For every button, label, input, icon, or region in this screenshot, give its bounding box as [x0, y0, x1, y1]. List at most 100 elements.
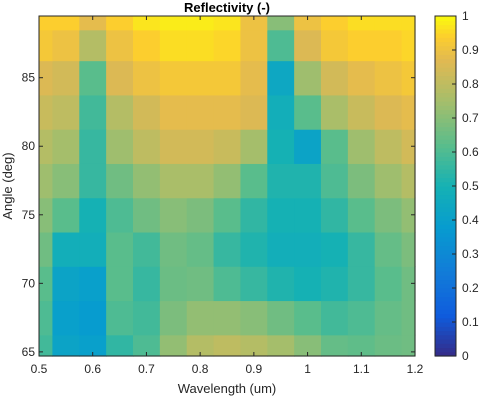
heatmap-cell [106, 163, 134, 199]
heatmap-cell [401, 334, 416, 357]
colorbar-tick-label: 0 [462, 349, 469, 363]
heatmap-cell [267, 29, 295, 62]
heatmap-cell [347, 29, 376, 62]
colorbar [435, 16, 456, 357]
heatmap-cell [321, 300, 349, 336]
heatmap-cell [267, 300, 295, 336]
colorbar-segment [435, 113, 456, 119]
heatmap-cell [347, 197, 376, 233]
colorbar-segment [435, 147, 456, 153]
x-tick-label: 0.5 [31, 362, 48, 376]
heatmap-cell [294, 231, 322, 267]
colorbar-tick-label: 0.5 [462, 179, 479, 193]
heatmap-cell [186, 16, 215, 31]
heatmap-cell [321, 197, 349, 233]
colorbar-tick-label: 0.2 [462, 281, 479, 295]
heatmap-cell [186, 300, 215, 336]
heatmap-cell [267, 334, 295, 357]
colorbar-segment [435, 75, 456, 81]
colorbar-segment [435, 309, 456, 315]
heatmap-cell [374, 94, 403, 130]
colorbar-segment [435, 96, 456, 102]
heatmap-cell [294, 266, 322, 302]
colorbar-segment [435, 84, 456, 89]
heatmap-cell [106, 129, 134, 164]
heatmap-cell [347, 60, 376, 96]
heatmap-plot [39, 16, 416, 357]
heatmap-cell [294, 16, 322, 31]
colorbar-segment [435, 190, 456, 196]
colorbar-segment [435, 33, 456, 38]
colorbar-segment [435, 330, 456, 336]
heatmap-cell [294, 60, 322, 96]
heatmap-cell [39, 300, 54, 336]
colorbar-segment [435, 207, 456, 213]
colorbar-tick-label: 0.1 [462, 315, 479, 329]
heatmap-cell [267, 231, 295, 267]
heatmap-cell [321, 231, 349, 267]
heatmap-cell [106, 197, 134, 233]
x-tick-label: 1.2 [407, 362, 424, 376]
colorbar-tick-label: 0.8 [462, 77, 479, 91]
heatmap-cell [321, 94, 349, 130]
heatmap-cell [347, 334, 376, 357]
heatmap-cell [106, 300, 134, 336]
colorbar-segment [435, 79, 456, 85]
colorbar-segment [435, 130, 456, 136]
heatmap-cell [240, 129, 268, 164]
colorbar-segment [435, 126, 456, 132]
heatmap-cell [294, 334, 322, 357]
heatmap-cell [294, 29, 322, 62]
heatmap-cell [240, 94, 268, 130]
heatmap-cell [213, 197, 242, 233]
heatmap-cell [401, 16, 416, 31]
heatmap-cell [133, 266, 161, 302]
heatmap-cell [39, 266, 54, 302]
heatmap-cell [106, 266, 134, 302]
heatmap-cell [52, 266, 80, 302]
colorbar-segment [435, 105, 456, 111]
colorbar-ticks: 0 0.1 0.2 0.3 0.4 0.5 0.6 0.7 0.8 0.9 1 [452, 9, 479, 363]
y-tick-label: 70 [22, 276, 36, 290]
heatmap-cell [267, 16, 295, 31]
colorbar-segment [435, 292, 456, 298]
heatmap-cell [401, 29, 416, 62]
heatmap-cell [133, 60, 161, 96]
heatmap-cell [133, 197, 161, 233]
heatmap-cell [347, 129, 376, 164]
heatmap-cell [186, 231, 215, 267]
colorbar-segment [435, 262, 456, 268]
heatmap-cell [159, 60, 188, 96]
colorbar-segment [435, 118, 456, 123]
heatmap-cell [159, 16, 188, 31]
heatmap-cell [240, 300, 268, 336]
heatmap-cell [347, 94, 376, 130]
heatmap-cell [79, 334, 107, 357]
heatmap-cell [159, 231, 188, 267]
heatmap-cell [294, 300, 322, 336]
heatmap-cell [267, 163, 295, 199]
colorbar-segment [435, 160, 456, 166]
colorbar-segment [435, 266, 456, 272]
heatmap-cell [213, 129, 242, 164]
y-tick-label: 75 [22, 208, 36, 222]
y-tick-label: 85 [22, 71, 36, 85]
heatmap-cell [186, 60, 215, 96]
colorbar-segment [435, 181, 456, 187]
colorbar-segment [435, 173, 456, 179]
heatmap-cell [106, 94, 134, 130]
heatmap-cell [39, 94, 54, 130]
heatmap-cell [52, 94, 80, 130]
colorbar-segment [435, 245, 456, 251]
heatmap-cell [39, 197, 54, 233]
heatmap-cell [401, 231, 416, 267]
plot-frame [38, 15, 416, 357]
heatmap-cell [267, 266, 295, 302]
colorbar-segment [435, 232, 456, 238]
heatmap-cell [159, 334, 188, 357]
colorbar-tick-label: 1 [462, 9, 469, 23]
heatmap-cell [347, 16, 376, 31]
colorbar-segment [435, 224, 456, 230]
heatmap-cell [186, 266, 215, 302]
